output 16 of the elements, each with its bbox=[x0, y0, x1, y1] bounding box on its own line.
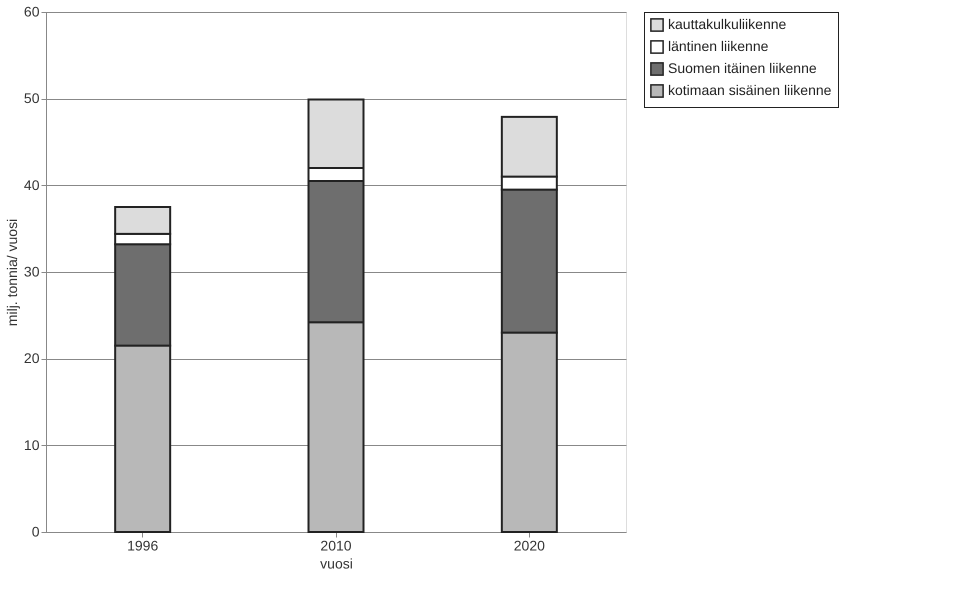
y-tick-label: 30 bbox=[24, 264, 40, 280]
x-axis-title: vuosi bbox=[320, 556, 353, 572]
legend-label: kauttakulkuliikenne bbox=[668, 16, 787, 32]
y-axis-title: milj. tonnia/ vuosi bbox=[4, 218, 20, 326]
legend-label: Suomen itäinen liikenne bbox=[668, 60, 817, 76]
y-tick-label: 20 bbox=[24, 350, 40, 366]
y-tick-label: 10 bbox=[24, 436, 40, 453]
y-tick-label: 60 bbox=[24, 4, 40, 20]
x-tick-label: 2010 bbox=[320, 538, 352, 554]
legend-label: läntinen liikenne bbox=[668, 38, 769, 54]
legend-label: kotimaan sisäinen liikenne bbox=[668, 82, 832, 98]
y-tick-label: 50 bbox=[24, 90, 40, 106]
x-tick-label: 2020 bbox=[514, 538, 546, 554]
x-tick-label: 1996 bbox=[127, 538, 158, 554]
y-tick-label: 40 bbox=[24, 176, 40, 193]
y-tick-label: 0 bbox=[32, 524, 40, 540]
